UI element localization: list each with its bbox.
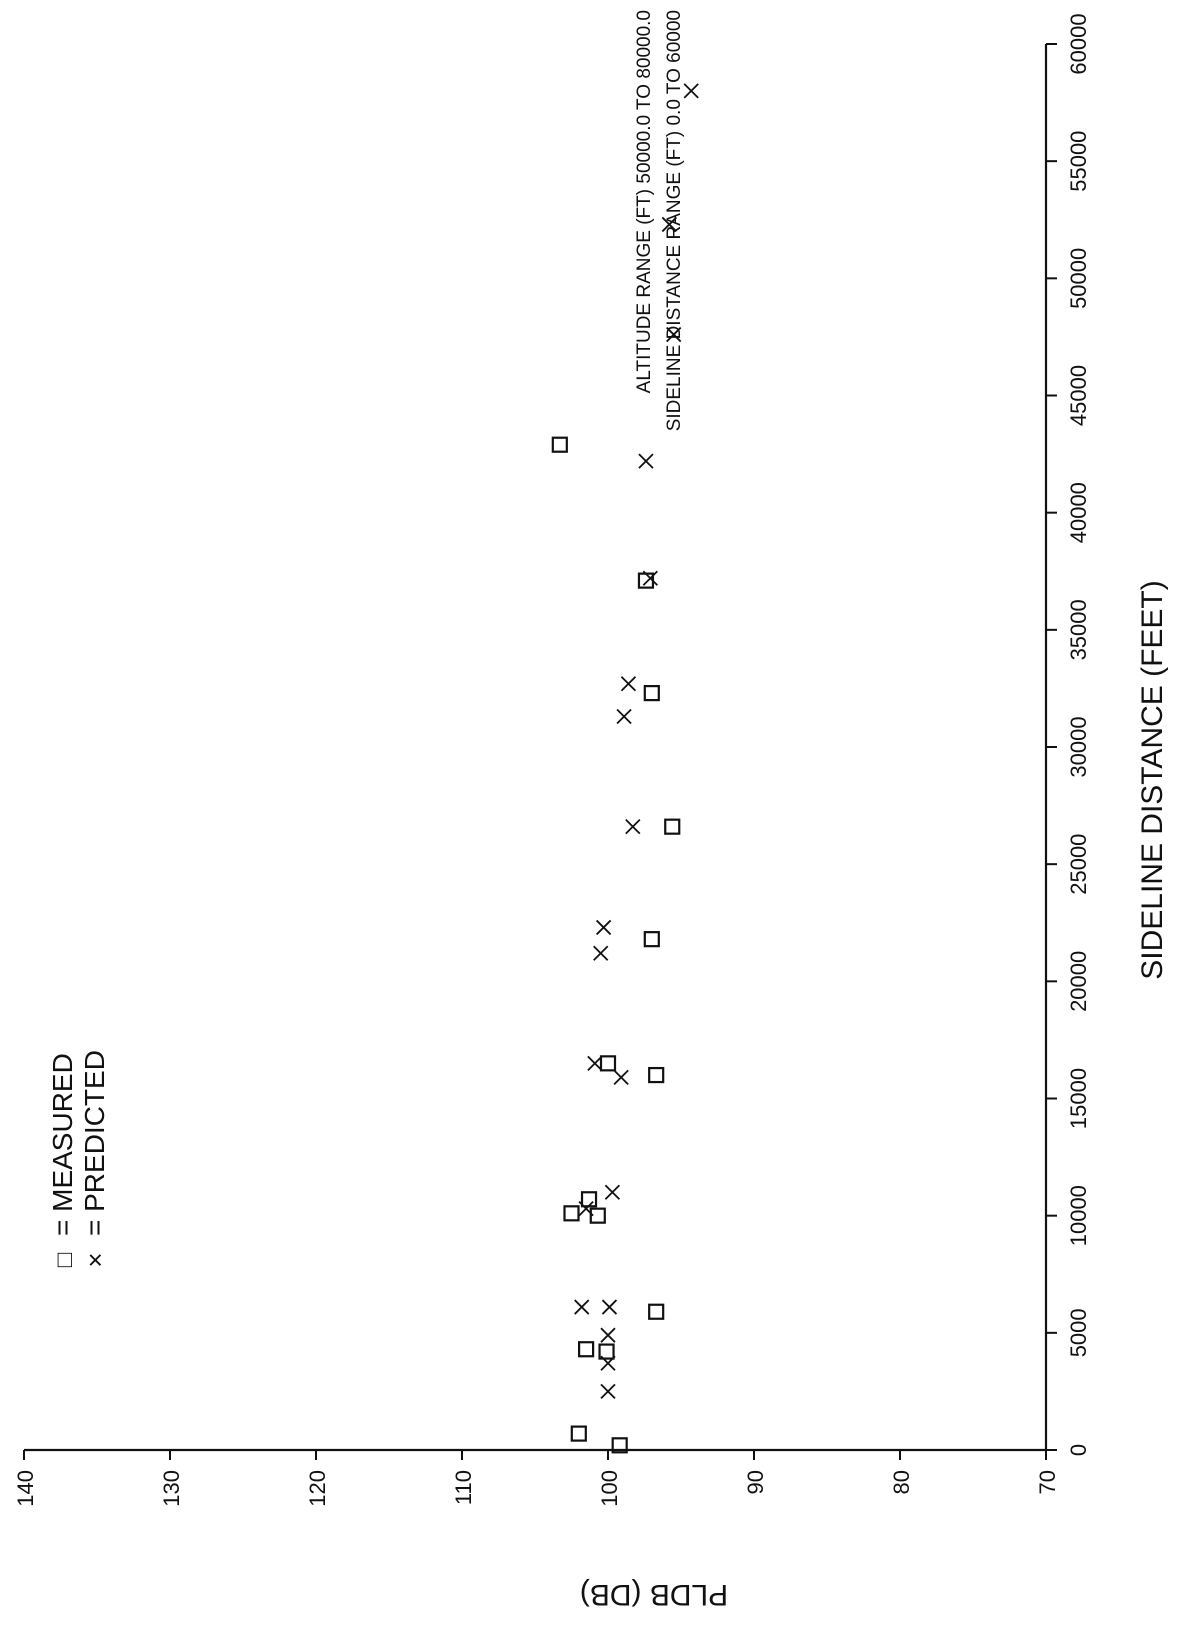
x-tick-label-60000: 60000 bbox=[1066, 13, 1091, 74]
point-measured-13 bbox=[637, 572, 655, 589]
point-measured-7 bbox=[589, 1207, 606, 1224]
y-tick-label-100: 100 bbox=[597, 1470, 622, 1507]
x-tick-label-50000: 50000 bbox=[1066, 248, 1091, 309]
y-tick-label-110: 110 bbox=[451, 1470, 476, 1505]
x-tick-label-15000: 15000 bbox=[1066, 1068, 1091, 1129]
y-tick-label-130: 130 bbox=[159, 1470, 184, 1507]
legend-label-measured: = MEASURED bbox=[47, 1053, 78, 1236]
point-measured-6 bbox=[580, 1191, 598, 1208]
tick-labels: 70 80 90 100 110 120 130 140 0 5000 10000 15000 2000… bbox=[13, 13, 1091, 1506]
point-measured-1 bbox=[611, 1437, 628, 1454]
x-axis-label: SIDELINE DISTANCE (FEET) bbox=[1136, 580, 1169, 980]
point-measured-14 bbox=[551, 436, 568, 453]
annotation-altitude-range: ALTITUDE RANGE (FT) 50000.0 TO 80000.0 bbox=[634, 10, 655, 393]
point-measured-8 bbox=[599, 1055, 617, 1072]
point-predicted-3 bbox=[574, 1299, 590, 1315]
data-points bbox=[551, 83, 699, 1454]
point-predicted-14 bbox=[642, 570, 658, 586]
x-tick-label-45000: 45000 bbox=[1066, 365, 1091, 426]
point-predicted-4 bbox=[601, 1299, 618, 1315]
y-axis-label: PLDB (DB) bbox=[580, 1578, 728, 1611]
y-tick-label-120: 120 bbox=[305, 1470, 330, 1507]
point-measured-9 bbox=[648, 1066, 665, 1084]
legend: □ = MEASURED × = PREDICTED bbox=[47, 1050, 110, 1268]
point-measured-5 bbox=[563, 1205, 580, 1222]
x-tick-label-35000: 35000 bbox=[1066, 599, 1091, 660]
x-tick-label-5000: 5000 bbox=[1066, 1308, 1091, 1357]
point-predicted-5 bbox=[578, 1201, 594, 1217]
y-tick-label-140: 140 bbox=[13, 1470, 38, 1507]
point-predicted-12 bbox=[616, 708, 632, 725]
point-measured-2 bbox=[577, 1341, 595, 1358]
axes bbox=[23, 43, 1057, 1460]
point-measured-0 bbox=[570, 1425, 587, 1442]
point-predicted-10 bbox=[595, 919, 612, 936]
point-predicted-7 bbox=[587, 1055, 603, 1071]
x-tick-label-25000: 25000 bbox=[1066, 834, 1091, 895]
x-tick-label-40000: 40000 bbox=[1066, 482, 1091, 543]
point-measured-4 bbox=[648, 1303, 665, 1320]
point-measured-3 bbox=[598, 1343, 615, 1360]
x-tick-label-55000: 55000 bbox=[1066, 131, 1091, 192]
point-predicted-1 bbox=[600, 1355, 616, 1371]
x-tick-label-20000: 20000 bbox=[1066, 951, 1091, 1012]
point-predicted-16 bbox=[666, 326, 682, 343]
x-tick-label-10000: 10000 bbox=[1066, 1185, 1091, 1246]
y-tick-label-70: 70 bbox=[1035, 1470, 1060, 1494]
point-predicted-15 bbox=[638, 453, 654, 469]
point-predicted-2 bbox=[600, 1327, 616, 1343]
point-predicted-17 bbox=[661, 216, 677, 233]
y-tick-label-90: 90 bbox=[743, 1470, 768, 1494]
point-measured-11 bbox=[664, 818, 681, 835]
point-measured-10 bbox=[643, 931, 660, 948]
point-predicted-6 bbox=[604, 1184, 621, 1200]
point-predicted-8 bbox=[613, 1069, 629, 1086]
x-tick-label-0: 0 bbox=[1066, 1444, 1091, 1456]
annotation-sideline-range: SIDELINE DISTANCE RANGE (FT) 0.0 TO 6000… bbox=[664, 10, 685, 431]
point-measured-12 bbox=[643, 685, 660, 702]
point-predicted-18 bbox=[683, 83, 699, 99]
point-predicted-13 bbox=[620, 676, 637, 692]
legend-label-predicted: = PREDICTED bbox=[79, 1050, 110, 1236]
point-predicted-11 bbox=[625, 819, 641, 835]
legend-symbol-measured: □ bbox=[51, 1252, 78, 1267]
legend-symbol-predicted: × bbox=[80, 1252, 110, 1267]
point-predicted-0 bbox=[600, 1383, 616, 1400]
x-tick-label-30000: 30000 bbox=[1066, 716, 1091, 777]
point-predicted-9 bbox=[593, 945, 609, 961]
y-tick-label-80: 80 bbox=[889, 1470, 914, 1494]
